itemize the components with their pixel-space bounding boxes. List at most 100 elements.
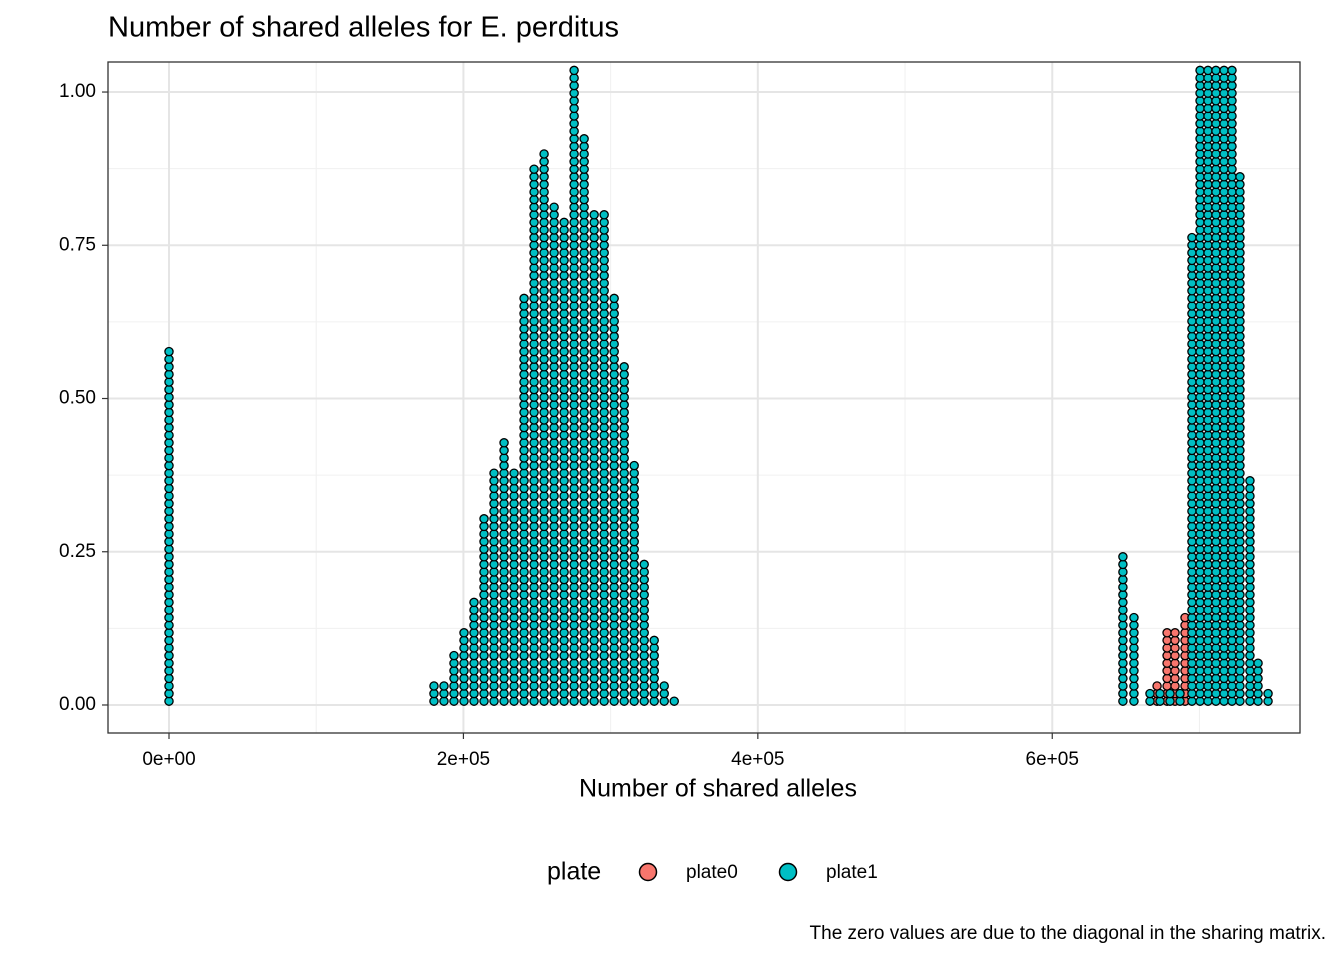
dot: [1253, 658, 1263, 668]
caption: The zero values are due to the diagonal …: [810, 923, 1326, 944]
dot: [519, 293, 529, 304]
dot-column: [479, 514, 489, 706]
dot-column: [549, 202, 559, 706]
legend-key: [778, 862, 798, 882]
dot-column: [1118, 552, 1128, 706]
dot-column: [509, 468, 519, 706]
dot-column: [569, 65, 579, 706]
dot: [1118, 552, 1128, 562]
dot-column: [599, 210, 609, 706]
dot: [559, 217, 569, 228]
dot-column: [559, 217, 569, 706]
legend-key: [638, 862, 658, 882]
legend-title: plate: [547, 858, 601, 886]
dot-column: [1235, 172, 1245, 706]
dot-column: [1145, 688, 1155, 706]
dot-column: [1155, 688, 1165, 706]
dot: [449, 650, 459, 661]
dot-column: [629, 460, 639, 706]
dot-column: [619, 362, 629, 706]
dot: [599, 210, 609, 220]
dot-column: [1263, 688, 1273, 706]
dot: [1187, 232, 1197, 243]
dot: [629, 460, 639, 471]
legend-label: plate1: [826, 862, 878, 883]
dot: [499, 438, 509, 448]
dot-column: [1219, 65, 1229, 706]
x-tick-label: 6e+05: [1026, 749, 1079, 770]
dot: [669, 696, 679, 706]
dot: [1145, 688, 1155, 699]
dot: [439, 681, 449, 691]
dot-column: [439, 681, 449, 706]
dot: [609, 293, 619, 304]
dot: [569, 65, 579, 76]
plot-area: [164, 65, 1273, 706]
dot-column: [1253, 658, 1263, 706]
dot-column: [164, 346, 174, 706]
dot-column: [1203, 65, 1213, 706]
y-tick-label: 0.50: [59, 388, 96, 409]
dot-column: [429, 681, 439, 706]
dot-column: [669, 696, 679, 706]
dot: [1219, 65, 1229, 76]
x-tick-label: 2e+05: [437, 749, 490, 770]
panel-border: [107, 61, 1301, 734]
dot: [1227, 65, 1237, 76]
dot: [639, 559, 649, 570]
dot: [1245, 476, 1255, 486]
dot-column: [449, 650, 459, 706]
dot: [1263, 688, 1273, 699]
dot: [1175, 688, 1185, 699]
dot: [649, 635, 659, 646]
y-tick-label: 0.00: [59, 694, 96, 715]
dot: [1235, 172, 1245, 182]
y-tick-label: 0.75: [59, 234, 96, 255]
dot: [429, 681, 439, 691]
dot-column: [579, 134, 589, 706]
dot-column: [1195, 65, 1205, 706]
legend-label: plate0: [686, 862, 738, 883]
dot: [459, 628, 469, 638]
dot: [619, 362, 629, 372]
dot: [579, 134, 589, 144]
dot-column: [609, 293, 619, 706]
dot-column: [499, 438, 509, 706]
dot: [489, 468, 499, 478]
dot-column: [469, 597, 479, 706]
chart-title: Number of shared alleles for E. perditus: [108, 12, 619, 44]
dot: [1170, 628, 1180, 638]
dot: [164, 346, 174, 357]
dot: [659, 681, 669, 691]
dot-column: [529, 164, 539, 706]
x-tick-label: 0e+00: [142, 749, 195, 770]
dot: [539, 149, 549, 159]
dot-column: [489, 468, 499, 706]
dot: [1155, 688, 1165, 699]
dot-column: [649, 635, 659, 706]
dot-column: [1211, 65, 1221, 706]
y-tick-label: 0.25: [59, 541, 96, 562]
dot: [469, 597, 479, 608]
dot: [529, 164, 539, 174]
dot-column: [1175, 688, 1185, 706]
dot: [589, 210, 599, 220]
x-tick-label: 4e+05: [731, 749, 784, 770]
dot-column: [459, 628, 469, 706]
dot: [1165, 688, 1175, 699]
dot: [1195, 65, 1205, 76]
dot-column: [539, 149, 549, 706]
dot: [479, 514, 489, 524]
dot: [1162, 628, 1172, 638]
dot-column: [659, 681, 669, 706]
dot: [509, 468, 519, 478]
dot-column: [519, 293, 529, 706]
dot: [1203, 65, 1213, 76]
dot: [1211, 65, 1221, 76]
dot-column: [1129, 612, 1139, 706]
dot-column: [1165, 688, 1175, 706]
x-axis-label: Number of shared alleles: [579, 775, 857, 803]
y-tick-label: 1.00: [59, 81, 96, 102]
